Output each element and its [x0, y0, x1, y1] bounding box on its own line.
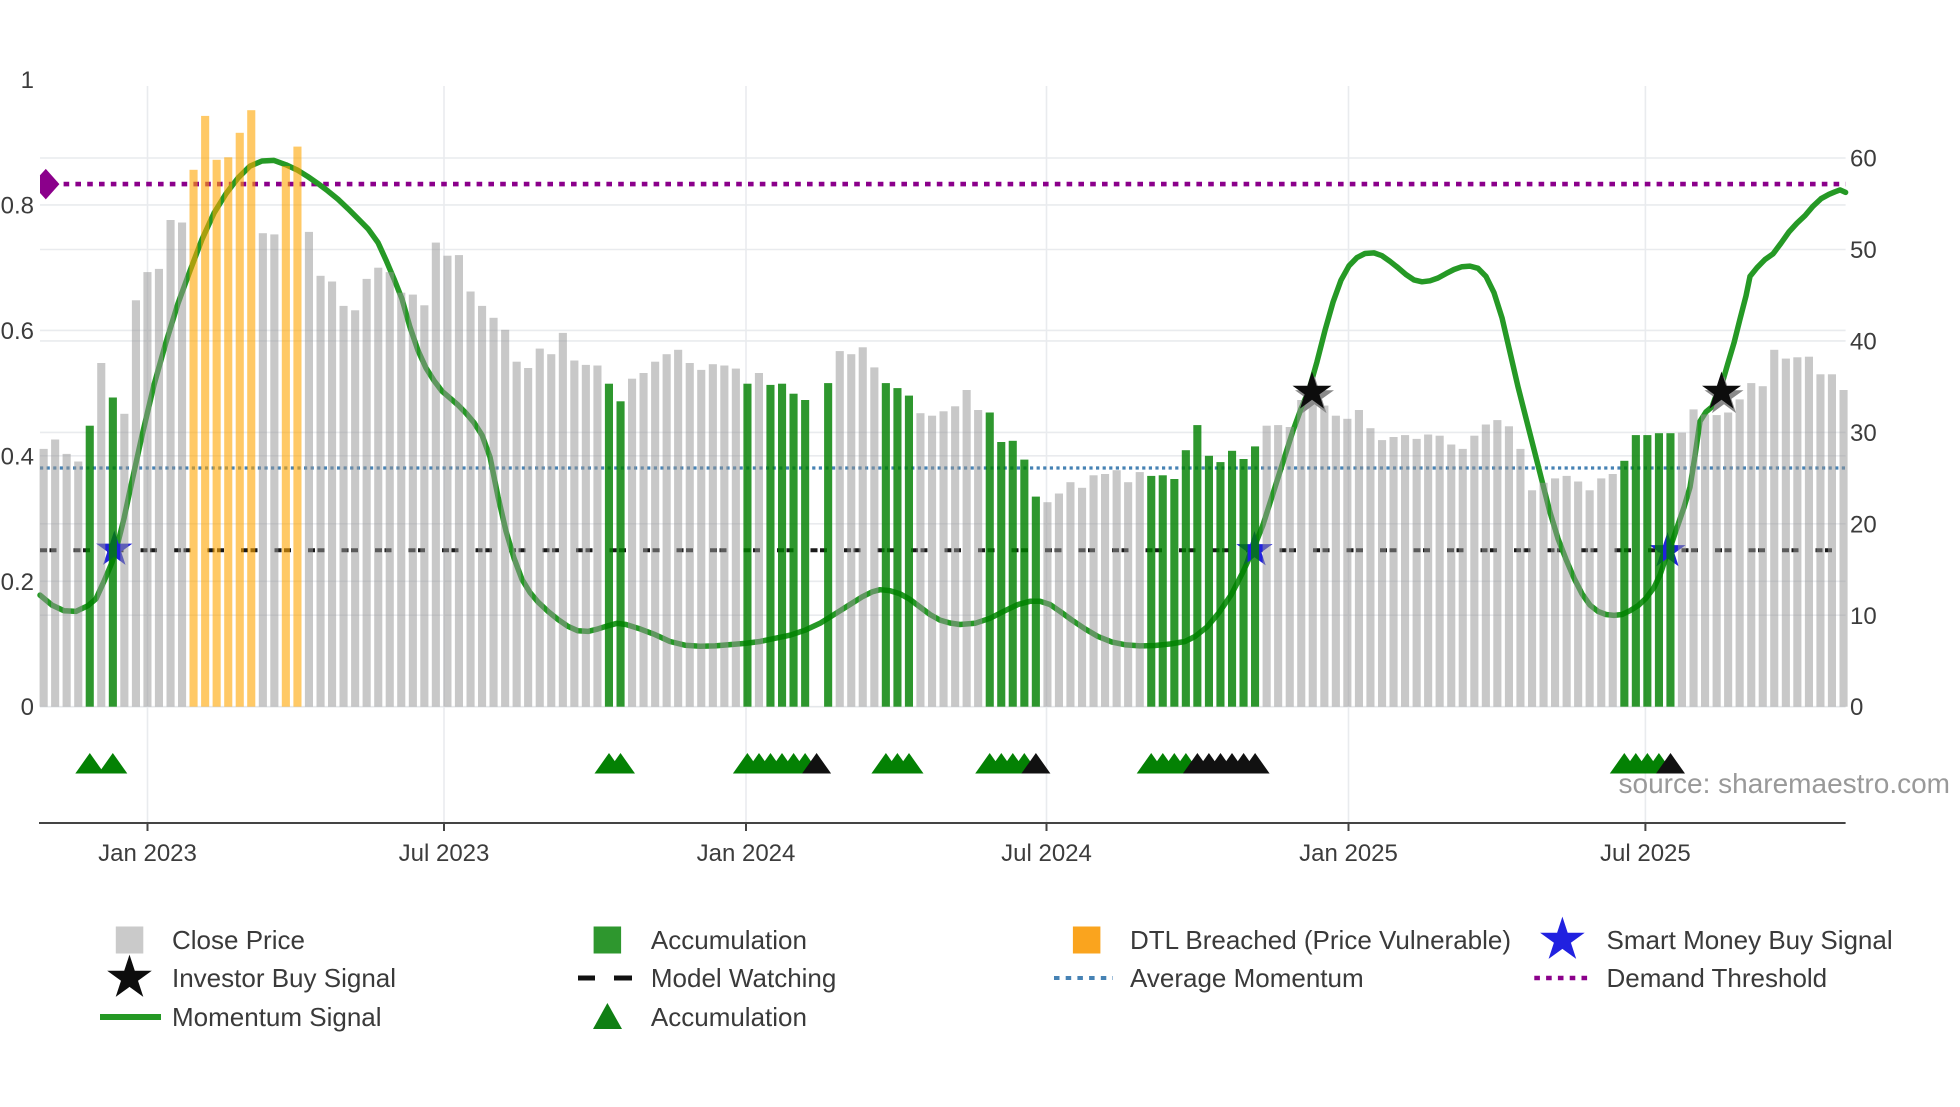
svg-text:Close Price: Close Price [172, 925, 305, 955]
svg-text:Smart Money Buy Signal: Smart Money Buy Signal [1607, 925, 1893, 955]
svg-text:0.8: 0.8 [1, 192, 34, 219]
svg-text:0.2: 0.2 [1, 569, 34, 596]
svg-text:Jul 2025: Jul 2025 [1600, 840, 1691, 867]
svg-text:Investor Buy Signal: Investor Buy Signal [172, 963, 396, 993]
svg-text:Average Momentum: Average Momentum [1130, 963, 1364, 993]
svg-text:30: 30 [1850, 420, 1877, 447]
svg-text:50: 50 [1850, 237, 1877, 264]
svg-text:40: 40 [1850, 328, 1877, 355]
svg-text:Jan 2025: Jan 2025 [1299, 840, 1398, 867]
svg-text:0: 0 [1850, 694, 1863, 721]
svg-text:Jul 2024: Jul 2024 [1001, 840, 1092, 867]
svg-text:1: 1 [21, 67, 34, 94]
svg-text:source: sharemaestro.com: source: sharemaestro.com [1619, 768, 1950, 799]
svg-text:10: 10 [1850, 603, 1877, 630]
svg-text:Model Watching: Model Watching [651, 963, 836, 993]
svg-text:Demand Threshold: Demand Threshold [1607, 963, 1828, 993]
svg-text:Jan 2023: Jan 2023 [98, 840, 197, 867]
svg-text:0: 0 [21, 694, 34, 721]
svg-text:Accumulation: Accumulation [651, 1002, 807, 1032]
svg-text:Jul 2023: Jul 2023 [399, 840, 490, 867]
svg-text:0.6: 0.6 [1, 318, 34, 345]
svg-text:20: 20 [1850, 511, 1877, 538]
svg-text:60: 60 [1850, 146, 1877, 173]
svg-text:0.4: 0.4 [1, 443, 34, 470]
svg-text:Accumulation: Accumulation [651, 925, 807, 955]
svg-text:Momentum Signal: Momentum Signal [172, 1002, 382, 1032]
svg-text:Jan 2024: Jan 2024 [697, 840, 796, 867]
svg-text:DTL Breached (Price Vulnerable: DTL Breached (Price Vulnerable) [1130, 925, 1511, 955]
